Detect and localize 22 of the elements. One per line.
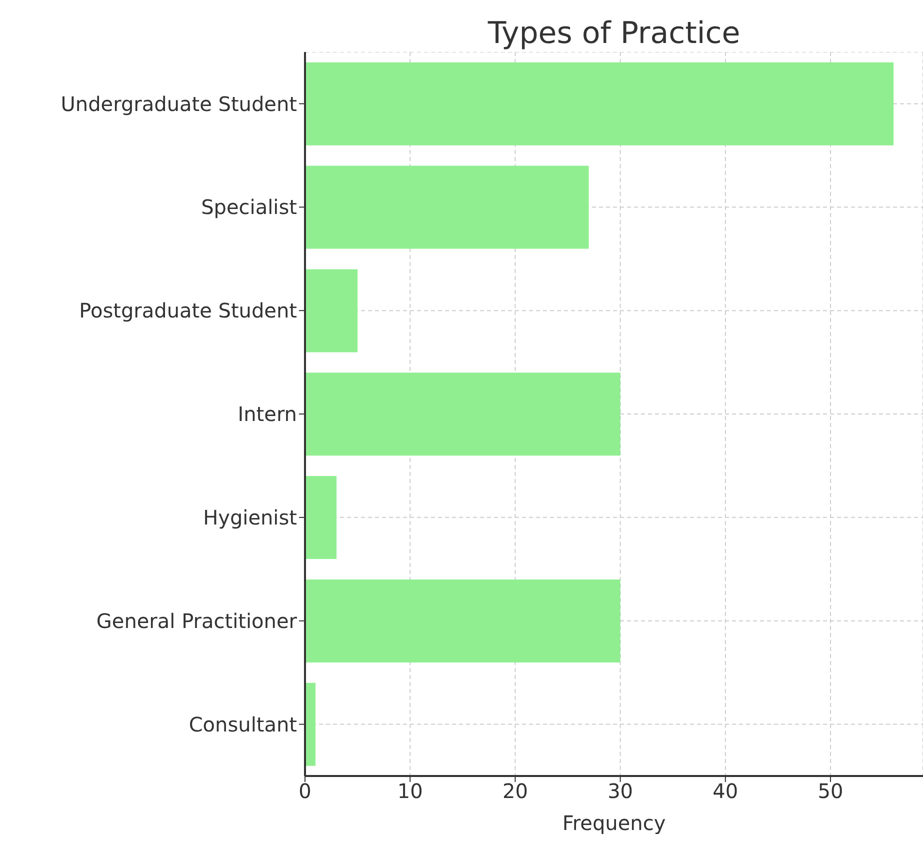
bar [305, 476, 337, 560]
x-tick-label: 40 [712, 779, 738, 804]
x-tick-label: 20 [502, 779, 528, 804]
y-tick-label: Postgraduate Student [79, 298, 298, 323]
x-tick-label: 30 [608, 779, 634, 804]
chart-title: Types of Practice [486, 16, 742, 51]
x-tick-label: 10 [397, 779, 423, 804]
y-tick-label: Undergraduate Student [60, 92, 298, 116]
y-tick-label: Intern [238, 402, 297, 426]
y-tick-label: Consultant [188, 712, 298, 736]
bar [305, 166, 589, 249]
bar [305, 579, 620, 662]
x-tick-label: 0 [298, 779, 312, 804]
bar [305, 372, 620, 456]
y-tick-label: Hygienist [203, 506, 298, 530]
y-tick-label: Specialist [201, 195, 298, 220]
bar [305, 62, 894, 146]
x-tick-label: 50 [818, 779, 844, 804]
x-axis-title: Frequency [562, 811, 666, 835]
y-tick-label: General Practitioner [96, 608, 298, 633]
bar [305, 682, 316, 766]
bar [305, 269, 358, 352]
